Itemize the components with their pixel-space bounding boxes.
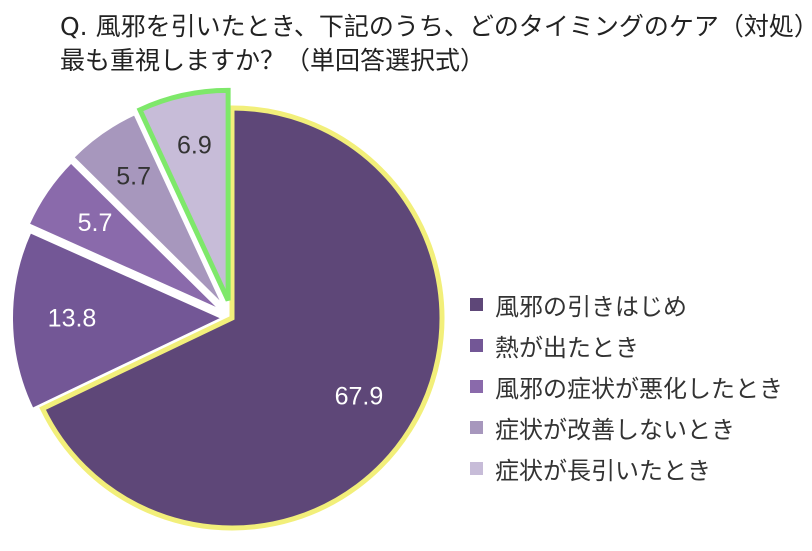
label-kaze-no-hikihajime: 67.9 — [335, 383, 384, 411]
chart-title-line-2: 最も重視しますか？（単回答選択式） — [60, 46, 486, 75]
chart-title-line-1: Q. 風邪を引いたとき、下記のうち、どのタイミングのケア（対処）を — [60, 12, 812, 41]
label-shoujou-akka: 5.7 — [78, 209, 113, 237]
legend-swatch — [470, 380, 483, 393]
slice-shoujou-akka — [27, 161, 222, 312]
legend-item: 風邪の引きはじめ — [470, 284, 783, 325]
slice-kaze-no-hikihajime — [39, 105, 445, 531]
legend-item: 症状が改善しないとき — [470, 407, 783, 448]
legend-swatch — [470, 462, 483, 475]
legend-item: 熱が出たとき — [470, 325, 783, 366]
legend-item: 症状が長引いたとき — [470, 448, 783, 489]
legend-swatch — [470, 339, 483, 352]
legend-label: 症状が長引いたとき — [495, 457, 711, 485]
label-shoujou-nagabiku: 6.9 — [177, 132, 212, 160]
legend-item: 風邪の症状が悪化したとき — [470, 366, 783, 407]
legend-swatch — [470, 298, 483, 311]
legend-label: 風邪の症状が悪化したとき — [495, 375, 783, 403]
legend-label: 症状が改善しないとき — [495, 416, 735, 444]
label-shoujou-kaizen-shinai: 5.7 — [116, 163, 151, 191]
slice-shoujou-kaizen-shinai — [71, 113, 224, 306]
chart-legend: 風邪の引きはじめ 熱が出たとき風邪の症状が悪化したとき 症状が改善しないとき 症状が長… — [470, 284, 783, 489]
slice-shoujou-nagabiku — [136, 87, 231, 302]
slice-netsu-ga-deta-toki — [11, 230, 225, 411]
legend-swatch — [470, 421, 483, 434]
label-netsu-ga-deta-toki: 13.8 — [48, 305, 97, 333]
legend-label: 熱が出たとき — [495, 334, 639, 362]
legend-label: 風邪の引きはじめ — [495, 293, 687, 321]
chart-title: Q. 風邪を引いたとき、下記のうち、どのタイミングのケア（対処）を 最も重視しま… — [60, 10, 812, 78]
